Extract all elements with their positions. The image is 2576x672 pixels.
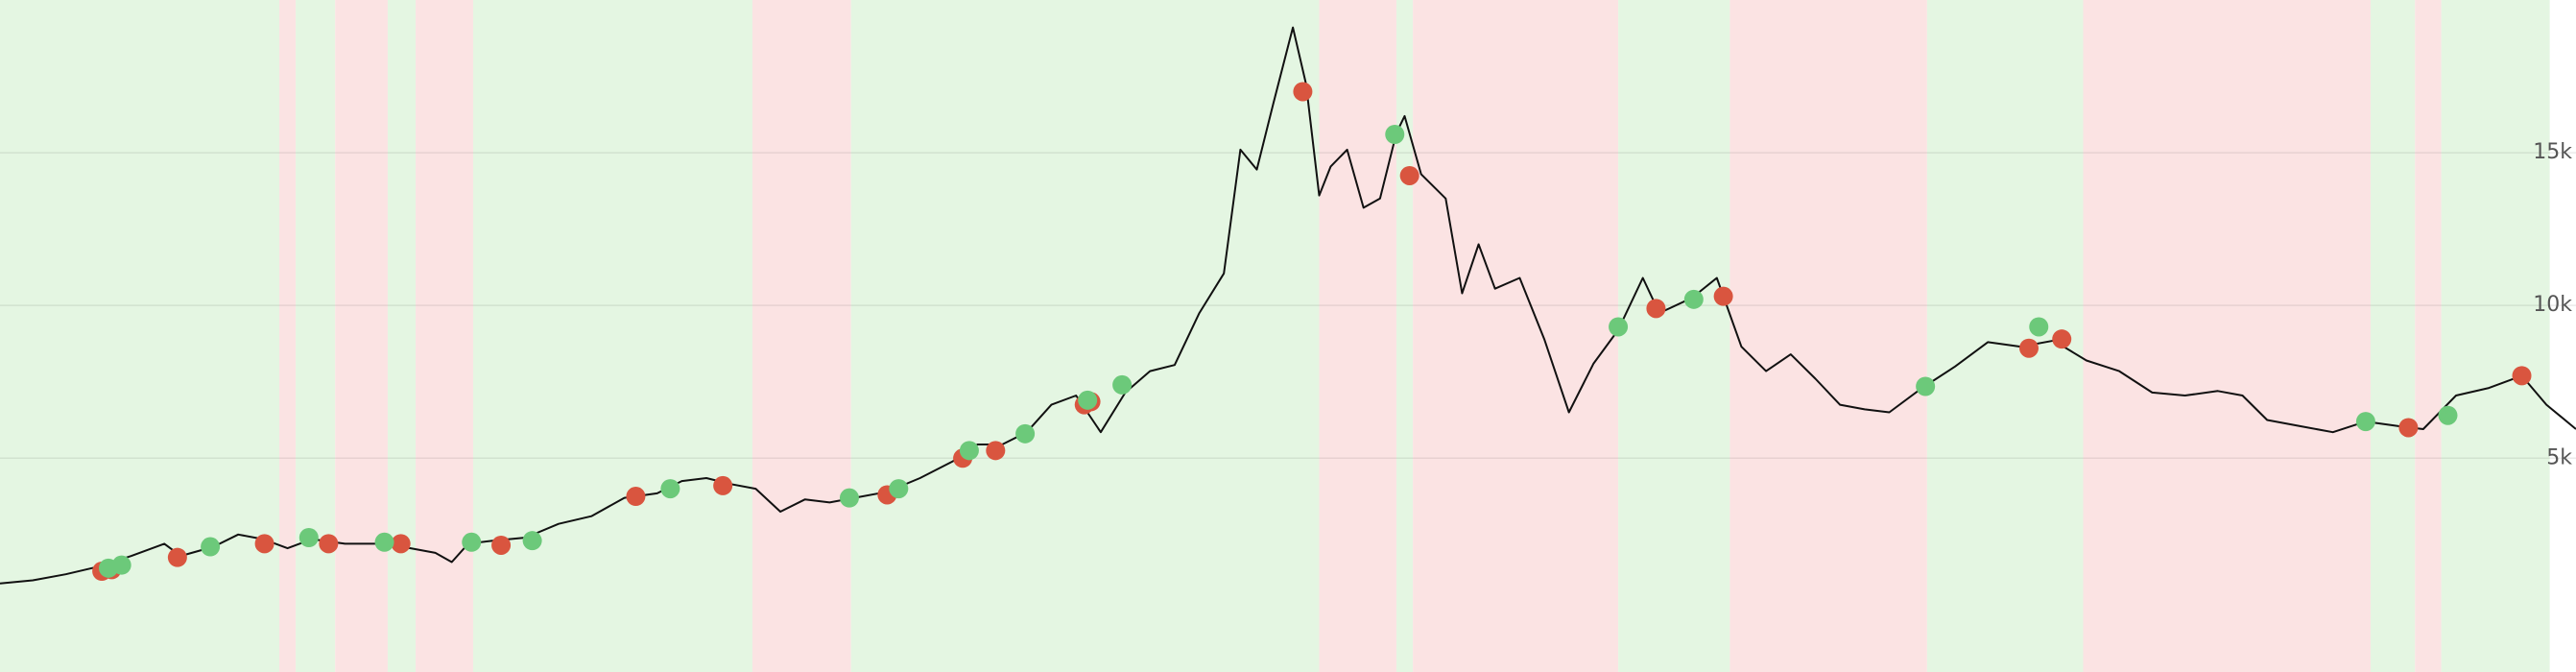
signal-marker [889,479,909,499]
signal-marker [374,532,394,552]
regime-band [1319,0,1396,672]
signal-marker [491,535,512,555]
signal-marker [1385,125,1405,144]
signal-marker [1112,374,1133,395]
regime-band [416,0,473,672]
signal-marker [462,532,482,552]
signal-marker [1916,376,1936,396]
signal-marker [1293,82,1313,102]
signal-marker [660,479,680,499]
y-tick-label: 15k [2533,140,2572,164]
signal-marker [839,488,859,508]
regime-band [850,0,1320,672]
signal-marker [986,441,1006,461]
signal-marker [167,547,187,567]
signal-marker [254,534,274,554]
y-tick-label: 10k [2533,293,2572,317]
signal-marker [1399,165,1419,185]
signal-marker [1713,286,1733,306]
signal-marker [2512,366,2532,386]
signal-marker [111,555,131,575]
regime-band [1729,0,1927,672]
regime-band [1618,0,1730,672]
regime-band [1413,0,1619,672]
signal-marker [959,441,979,461]
regime-band [2371,0,2416,672]
regime-band [2415,0,2442,672]
signal-marker [1609,317,1629,337]
signal-marker [2029,317,2049,337]
y-tick-label: 5k [2546,445,2572,469]
regime-band [0,0,279,672]
signal-marker [391,534,411,554]
signal-marker [1078,390,1098,410]
signal-marker [2398,418,2419,438]
regime-band [296,0,336,672]
regime-band [278,0,297,672]
signal-marker [1646,299,1666,319]
signal-marker [2018,338,2039,358]
regime-band [1395,0,1414,672]
signal-marker [201,537,221,557]
regime-band [2441,0,2550,672]
signal-marker [713,475,733,495]
signal-marker [319,534,339,554]
regime-band [387,0,417,672]
regime-band [2083,0,2372,672]
signal-marker [2438,405,2458,425]
signal-marker [298,528,319,547]
signal-marker [626,487,646,507]
signal-marker [1683,289,1704,309]
signal-marker [522,531,542,551]
regime-band [335,0,388,672]
regime-band [472,0,752,672]
regime-band [751,0,851,672]
signal-marker [2052,329,2072,349]
signal-marker [2355,412,2375,432]
signal-marker [1015,423,1036,444]
